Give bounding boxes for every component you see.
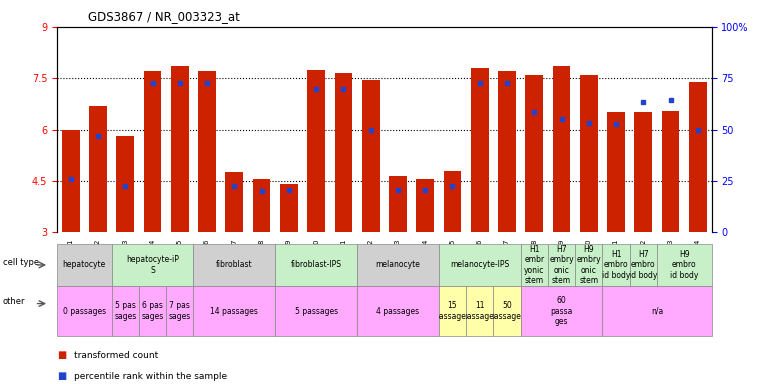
Text: fibroblast: fibroblast <box>216 260 253 270</box>
Bar <box>552 66 571 232</box>
Bar <box>253 179 270 232</box>
Bar <box>525 75 543 232</box>
Bar <box>444 171 461 232</box>
Text: 7 pas
sages: 7 pas sages <box>169 301 191 321</box>
Text: H1
embr
yonic
stem: H1 embr yonic stem <box>524 245 544 285</box>
Bar <box>225 172 244 232</box>
Text: 50
passages: 50 passages <box>489 301 525 321</box>
Text: 4 passages: 4 passages <box>377 306 419 316</box>
Bar <box>662 111 680 232</box>
Bar <box>361 80 380 232</box>
Bar <box>389 176 407 232</box>
Bar <box>416 179 434 232</box>
Text: 0 passages: 0 passages <box>62 306 106 316</box>
Bar <box>144 71 161 232</box>
Text: H7
embro
id body: H7 embro id body <box>629 250 658 280</box>
Text: 14 passages: 14 passages <box>210 306 258 316</box>
Text: 6 pas
sages: 6 pas sages <box>142 301 164 321</box>
Bar <box>580 75 597 232</box>
Text: 5 passages: 5 passages <box>295 306 338 316</box>
Text: hepatocyte: hepatocyte <box>62 260 106 270</box>
Text: 15
passages: 15 passages <box>435 301 470 321</box>
Bar <box>171 66 189 232</box>
Text: percentile rank within the sample: percentile rank within the sample <box>74 372 227 381</box>
Text: H7
embry
onic
stem: H7 embry onic stem <box>549 245 574 285</box>
Text: 11
passages: 11 passages <box>462 301 498 321</box>
Text: melanocyte-IPS: melanocyte-IPS <box>450 260 509 270</box>
Text: 5 pas
sages: 5 pas sages <box>114 301 136 321</box>
Bar <box>116 136 134 232</box>
Bar <box>689 82 707 232</box>
Bar <box>335 73 352 232</box>
Text: fibroblast-IPS: fibroblast-IPS <box>291 260 342 270</box>
Bar <box>62 130 80 232</box>
Bar <box>280 184 298 232</box>
Text: GDS3867 / NR_003323_at: GDS3867 / NR_003323_at <box>88 10 240 23</box>
Text: H9
embro
id body: H9 embro id body <box>670 250 699 280</box>
Text: ■: ■ <box>57 350 66 360</box>
Bar <box>198 71 216 232</box>
Text: melanocyte: melanocyte <box>375 260 420 270</box>
Text: H9
embry
onic
stem: H9 embry onic stem <box>577 245 601 285</box>
Text: transformed count: transformed count <box>74 351 158 360</box>
Text: hepatocyte-iP
S: hepatocyte-iP S <box>126 255 179 275</box>
Text: 60
passa
ges: 60 passa ges <box>550 296 573 326</box>
Text: other: other <box>3 296 25 306</box>
Bar <box>89 106 107 232</box>
Bar <box>635 113 652 232</box>
Text: cell type: cell type <box>3 258 39 267</box>
Bar <box>498 71 516 232</box>
Text: H1
embro
id body: H1 embro id body <box>602 250 630 280</box>
Text: n/a: n/a <box>651 306 663 316</box>
Bar <box>471 68 489 232</box>
Text: ■: ■ <box>57 371 66 381</box>
Bar <box>307 70 325 232</box>
Bar <box>607 113 625 232</box>
